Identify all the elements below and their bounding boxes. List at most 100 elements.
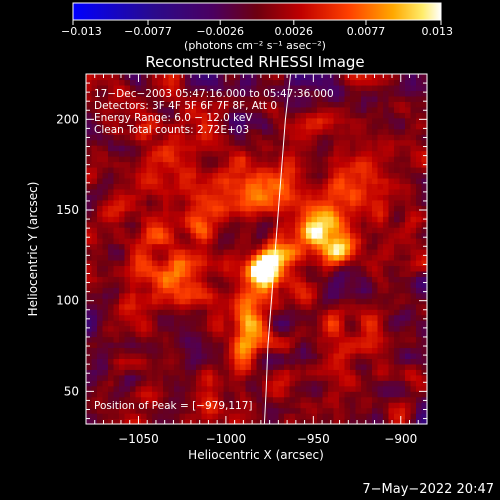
heatmap-cell bbox=[179, 183, 186, 190]
heatmap-cell bbox=[421, 325, 428, 332]
heatmap-cell bbox=[86, 374, 93, 381]
heatmap-cell bbox=[124, 74, 131, 81]
heatmap-cell bbox=[141, 161, 148, 168]
heatmap-cell bbox=[405, 331, 412, 338]
heatmap-cell bbox=[245, 407, 252, 414]
heatmap-cell bbox=[91, 265, 98, 272]
heatmap-cell bbox=[284, 385, 291, 392]
heatmap-cell bbox=[91, 106, 98, 113]
heatmap-cell bbox=[405, 166, 412, 174]
heatmap-cell bbox=[234, 385, 241, 392]
heatmap-cell bbox=[146, 380, 153, 387]
heatmap-cell bbox=[262, 287, 269, 294]
heatmap-cell bbox=[91, 254, 98, 261]
heatmap-cell bbox=[212, 320, 219, 327]
annotation-time-range: 17−Dec−2003 05:47:16.000 to 05:47:36.000 bbox=[94, 88, 334, 100]
heatmap-cell bbox=[157, 90, 164, 97]
heatmap-cell bbox=[135, 363, 142, 370]
heatmap-cell bbox=[372, 407, 379, 414]
heatmap-cell bbox=[152, 303, 159, 310]
heatmap-cell bbox=[229, 139, 236, 146]
heatmap-cell bbox=[256, 150, 263, 157]
heatmap-cell bbox=[251, 331, 258, 338]
heatmap-cell bbox=[306, 221, 313, 228]
heatmap-cell bbox=[201, 396, 208, 403]
heatmap-cell bbox=[361, 418, 368, 425]
heatmap-cell bbox=[278, 216, 285, 223]
heatmap-cell bbox=[410, 238, 417, 245]
heatmap-cell bbox=[421, 194, 428, 201]
heatmap-cell bbox=[168, 374, 175, 381]
heatmap-cell bbox=[119, 79, 126, 86]
heatmap-cell bbox=[399, 259, 406, 267]
heatmap-cell bbox=[119, 177, 126, 184]
heatmap-cell bbox=[168, 95, 175, 102]
heatmap-cell bbox=[256, 391, 263, 398]
heatmap-cell bbox=[421, 352, 428, 359]
heatmap-cell bbox=[97, 418, 104, 425]
heatmap-cell bbox=[405, 210, 412, 217]
heatmap-cell bbox=[262, 298, 269, 305]
heatmap-cell bbox=[394, 402, 401, 409]
heatmap-cell bbox=[91, 287, 98, 294]
heatmap-cell bbox=[355, 90, 362, 97]
heatmap-cell bbox=[234, 374, 241, 381]
heatmap-cell bbox=[146, 292, 153, 299]
heatmap-cell bbox=[372, 166, 379, 174]
heatmap-cell bbox=[328, 117, 335, 124]
heatmap-cell bbox=[207, 254, 214, 261]
heatmap-cell bbox=[229, 336, 236, 343]
heatmap-cell bbox=[113, 298, 120, 305]
heatmap-cell bbox=[355, 74, 362, 81]
heatmap-cell bbox=[300, 243, 307, 250]
heatmap-cell bbox=[174, 407, 181, 414]
heatmap-cell bbox=[306, 74, 313, 81]
heatmap-cell bbox=[317, 172, 324, 179]
heatmap-cell bbox=[157, 210, 164, 217]
heatmap-cell bbox=[328, 347, 335, 354]
heatmap-cell bbox=[91, 221, 98, 228]
heatmap-cell bbox=[278, 134, 285, 141]
heatmap-cell bbox=[108, 413, 115, 420]
heatmap-cell bbox=[97, 177, 104, 184]
heatmap-cell bbox=[157, 254, 164, 261]
heatmap-cell bbox=[300, 352, 307, 359]
heatmap-cell bbox=[300, 347, 307, 354]
heatmap-cell bbox=[229, 177, 236, 184]
heatmap-cell bbox=[141, 172, 148, 179]
heatmap-cell bbox=[135, 358, 142, 365]
heatmap-cell bbox=[179, 243, 186, 250]
heatmap-cell bbox=[251, 309, 258, 316]
heatmap-cell bbox=[295, 74, 302, 81]
heatmap-cell bbox=[108, 84, 115, 92]
heatmap-cell bbox=[366, 270, 373, 277]
heatmap-cell bbox=[284, 106, 291, 113]
heatmap-cell bbox=[190, 123, 197, 130]
heatmap-cell bbox=[201, 320, 208, 327]
heatmap-cell bbox=[322, 265, 329, 272]
heatmap-cell bbox=[251, 341, 258, 349]
heatmap-cell bbox=[163, 254, 170, 261]
heatmap-cell bbox=[135, 106, 142, 113]
heatmap-cell bbox=[251, 156, 258, 163]
heatmap-cell bbox=[201, 117, 208, 124]
heatmap-cell bbox=[207, 298, 214, 305]
heatmap-cell bbox=[377, 298, 384, 305]
heatmap-cell bbox=[240, 117, 247, 124]
heatmap-cell bbox=[174, 123, 181, 130]
heatmap-cell bbox=[322, 227, 329, 234]
heatmap-cell bbox=[394, 84, 401, 92]
heatmap-cell bbox=[383, 254, 390, 261]
heatmap-cell bbox=[218, 259, 225, 267]
heatmap-cell bbox=[300, 249, 307, 256]
heatmap-cell bbox=[311, 341, 318, 349]
heatmap-cell bbox=[207, 172, 214, 179]
heatmap-cell bbox=[284, 177, 291, 184]
heatmap-cell bbox=[361, 363, 368, 370]
heatmap-cell bbox=[201, 270, 208, 277]
heatmap-cell bbox=[212, 309, 219, 316]
heatmap-cell bbox=[190, 418, 197, 425]
heatmap-cell bbox=[124, 341, 131, 349]
heatmap-cell bbox=[405, 254, 412, 261]
heatmap-cell bbox=[333, 183, 340, 190]
